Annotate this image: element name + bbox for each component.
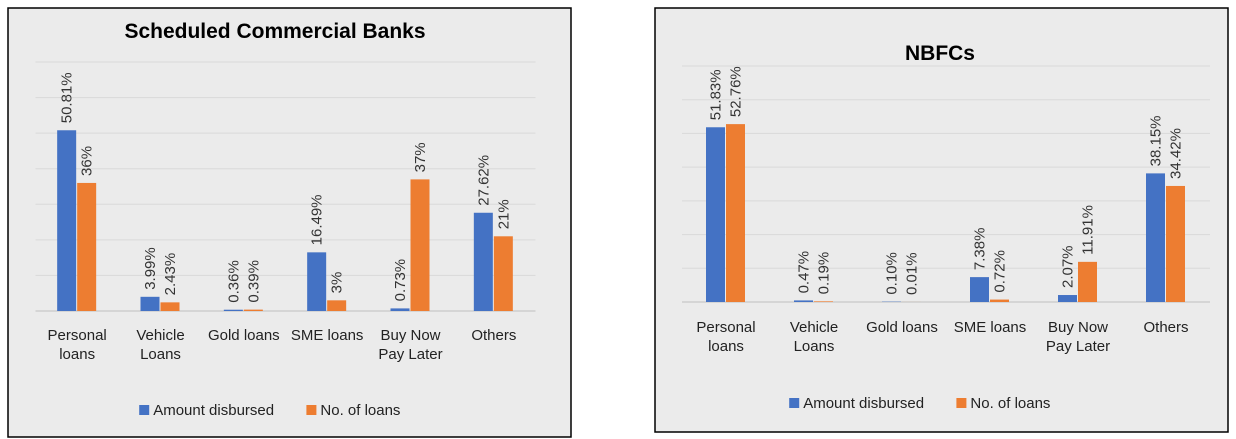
legend-swatch xyxy=(139,405,150,415)
bar xyxy=(473,212,493,311)
bar xyxy=(390,308,410,311)
x-tick-label: Personal loans xyxy=(47,327,107,363)
x-tick-label: SME loans xyxy=(290,327,364,344)
data-label: 0.47% xyxy=(796,251,813,294)
data-label: 36% xyxy=(79,146,96,176)
bar xyxy=(1058,295,1077,302)
bar xyxy=(970,277,989,302)
data-label: 11.91% xyxy=(1080,205,1097,255)
data-label: 34.42% xyxy=(1168,128,1185,179)
x-tick-label: Vehicle Loans xyxy=(789,319,839,355)
data-label: 0.73% xyxy=(392,259,409,302)
x-tick-label: Vehicle Loans xyxy=(136,327,185,363)
data-label: 2.07% xyxy=(1060,245,1077,288)
data-label: 3% xyxy=(329,272,346,294)
data-label: 37% xyxy=(412,142,429,172)
x-tick-label: SME loans xyxy=(953,319,1027,336)
data-label: 27.62% xyxy=(475,155,492,206)
legend-swatch xyxy=(956,398,967,408)
chart-title: NBFCs xyxy=(905,42,975,65)
legend-label: No. of loans xyxy=(970,395,1050,412)
bar xyxy=(160,302,180,311)
bar xyxy=(706,127,725,303)
data-label: 52.76% xyxy=(728,66,745,117)
x-tick-label: Personal loans xyxy=(696,319,756,355)
bar xyxy=(223,309,243,311)
data-label: 21% xyxy=(495,199,512,229)
bar xyxy=(794,300,813,302)
legend-swatch xyxy=(789,398,800,408)
data-label: 7.38% xyxy=(972,228,989,271)
bar xyxy=(57,130,77,311)
bar xyxy=(493,236,513,311)
data-label: 0.36% xyxy=(225,260,242,303)
bar xyxy=(140,296,160,311)
bar xyxy=(77,182,97,311)
bar xyxy=(410,179,430,311)
legend-label: Amount disbursed xyxy=(153,402,274,419)
x-tick-label: Gold loans xyxy=(866,319,938,336)
data-label: 50.81% xyxy=(59,72,76,123)
bar xyxy=(307,252,327,311)
x-tick-label: Others xyxy=(471,327,517,344)
x-tick-label: Others xyxy=(1143,319,1189,336)
legend-label: Amount disbursed xyxy=(803,395,924,412)
bar xyxy=(990,299,1009,302)
data-label: 38.15% xyxy=(1148,116,1165,167)
x-tick-label: Buy Now Pay Later xyxy=(378,327,443,363)
bar xyxy=(243,309,263,311)
bar xyxy=(726,124,745,302)
data-label: 3.99% xyxy=(142,247,159,290)
data-label: 0.01% xyxy=(904,252,921,295)
bar xyxy=(1146,173,1165,302)
data-label: 0.10% xyxy=(884,252,901,295)
bar xyxy=(1166,185,1185,302)
bar xyxy=(1078,261,1097,302)
data-label: 51.83% xyxy=(708,69,725,120)
bar xyxy=(327,300,347,311)
data-label: 0.19% xyxy=(816,252,833,295)
chart-title: Scheduled Commercial Banks xyxy=(124,20,425,43)
legend-label: No. of loans xyxy=(320,402,400,419)
legend-swatch xyxy=(306,405,317,415)
bar xyxy=(814,301,833,302)
data-label: 0.39% xyxy=(245,260,262,303)
chart-frame xyxy=(654,7,1229,433)
x-tick-label: Gold loans xyxy=(207,327,280,344)
data-label: 0.72% xyxy=(992,250,1009,293)
data-label: 16.49% xyxy=(309,194,326,245)
data-label: 2.43% xyxy=(162,253,179,296)
x-tick-label: Buy Now Pay Later xyxy=(1045,319,1111,355)
